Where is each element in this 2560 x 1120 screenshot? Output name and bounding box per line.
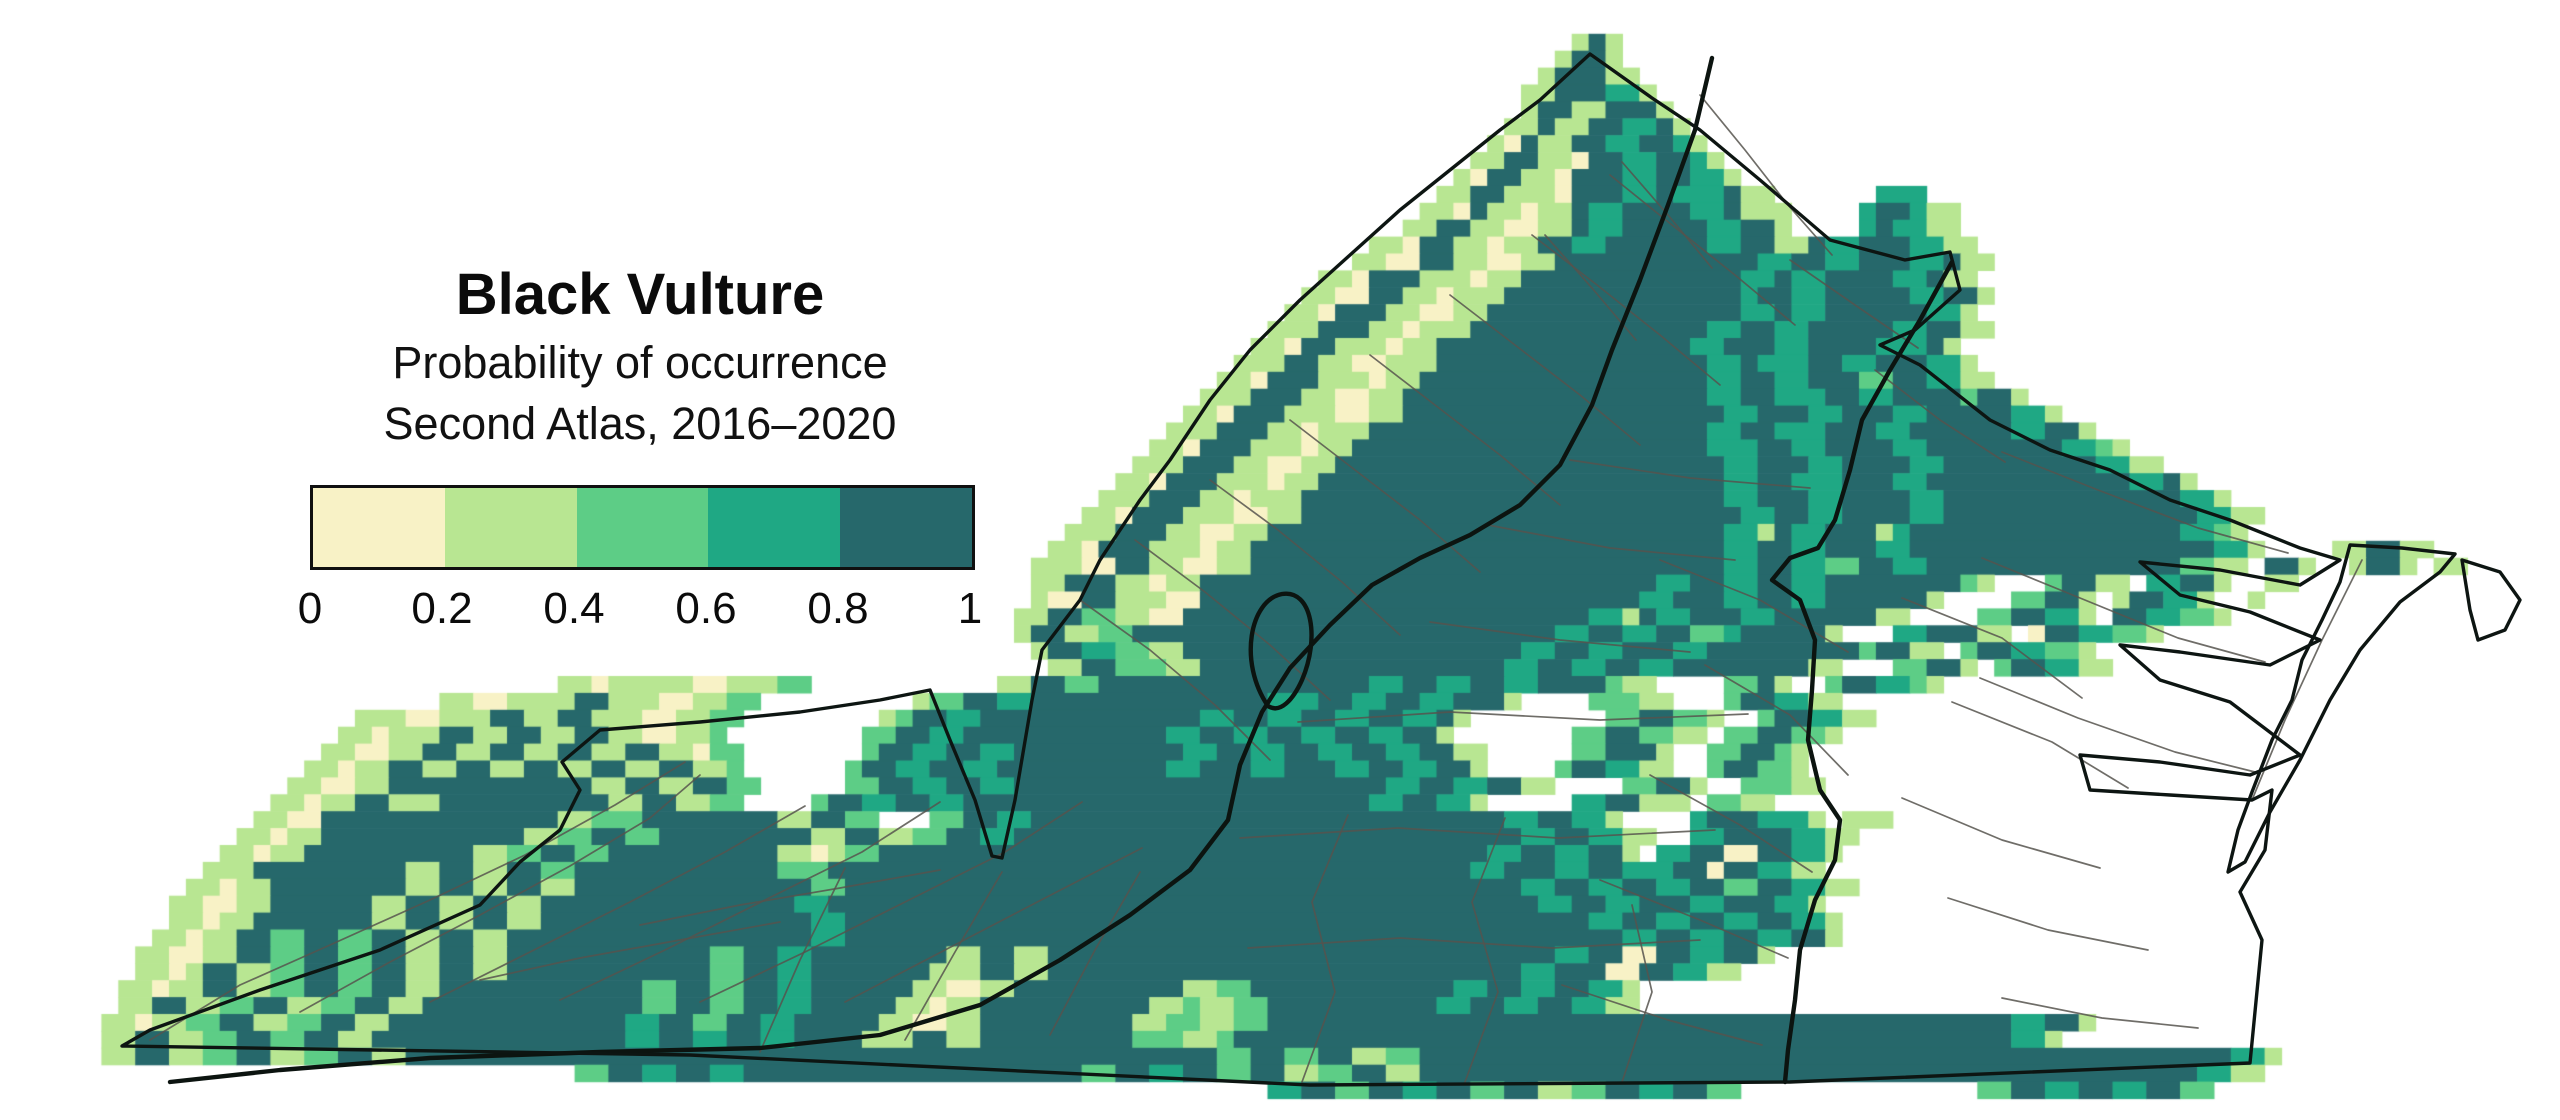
region-line bbox=[167, 55, 1715, 1085]
state-line bbox=[2460, 558, 2522, 642]
county-line bbox=[1209, 479, 1401, 636]
county-line bbox=[1979, 677, 2256, 773]
county-line bbox=[149, 761, 686, 1041]
county-line bbox=[1901, 797, 2101, 869]
county-line bbox=[1621, 904, 1653, 1083]
county-line bbox=[1561, 984, 1763, 1046]
tick-label: 0.6 bbox=[675, 584, 737, 634]
county-line bbox=[699, 801, 1083, 1003]
county-line bbox=[1789, 259, 1919, 349]
county-line bbox=[1981, 557, 2266, 663]
region-line bbox=[1769, 259, 1955, 1085]
county-line bbox=[1901, 597, 2083, 699]
county-line bbox=[1464, 817, 1506, 1083]
county-line bbox=[299, 774, 701, 1013]
tick-label: 0.4 bbox=[543, 584, 605, 634]
county-line bbox=[1079, 599, 1271, 761]
state-line bbox=[120, 52, 2342, 1087]
county-line bbox=[1301, 814, 1349, 1083]
county-line bbox=[1049, 871, 1141, 1036]
county-line bbox=[1704, 664, 1849, 776]
county-line bbox=[1369, 354, 1561, 506]
county-line bbox=[1649, 774, 1813, 873]
colorbar-segment bbox=[313, 488, 445, 568]
tick-label: 1 bbox=[957, 584, 983, 634]
species-title: Black Vulture bbox=[455, 262, 825, 327]
county-line bbox=[2001, 451, 2289, 554]
map-legend: Black Vulture Probability of occurrence … bbox=[298, 262, 982, 634]
legend-subtitle: Probability of occurrence bbox=[392, 336, 888, 388]
county-line bbox=[1699, 94, 1833, 256]
tick-label: 0.2 bbox=[411, 584, 473, 634]
county-line bbox=[1239, 827, 1716, 839]
county-line bbox=[1429, 621, 1691, 653]
county-line bbox=[1659, 559, 1849, 653]
county-line bbox=[559, 801, 941, 1001]
county-line bbox=[1134, 539, 1331, 701]
county-line bbox=[1874, 369, 2006, 463]
county-line bbox=[429, 805, 806, 1003]
county-line bbox=[2251, 559, 2363, 801]
county-line bbox=[1289, 419, 1481, 573]
state-line bbox=[2226, 543, 2457, 874]
county-line bbox=[1621, 161, 1713, 269]
county-line bbox=[639, 869, 941, 926]
legend-edition: Second Atlas, 2016–2020 bbox=[383, 397, 897, 449]
tick-label: 0 bbox=[297, 584, 323, 634]
county-line bbox=[479, 921, 781, 981]
county-boundaries bbox=[149, 94, 2363, 1083]
county-line bbox=[1449, 294, 1641, 446]
county-line bbox=[1951, 701, 2129, 789]
county-line bbox=[1609, 174, 1796, 326]
colorbar-segment bbox=[576, 488, 709, 568]
county-line bbox=[1599, 879, 1789, 959]
county-line bbox=[1297, 711, 1749, 723]
legend-tick-labels: 0 0.2 0.4 0.6 0.8 1 bbox=[298, 584, 982, 634]
county-line bbox=[1569, 459, 1811, 489]
county-line bbox=[1487, 524, 1736, 561]
county-line bbox=[2001, 997, 2199, 1029]
tick-label: 0.8 bbox=[807, 584, 869, 634]
region-line bbox=[1248, 591, 1314, 711]
colorbar-segment bbox=[708, 488, 841, 568]
county-line bbox=[1947, 897, 2149, 951]
legend-colorbar bbox=[310, 485, 975, 571]
county-line bbox=[844, 847, 1143, 1003]
region-boundaries bbox=[167, 55, 1955, 1085]
county-line bbox=[904, 871, 1003, 1041]
county-line bbox=[759, 867, 846, 1053]
county-line bbox=[1247, 937, 1701, 949]
colorbar-segment bbox=[444, 488, 577, 568]
state-outline bbox=[120, 52, 2522, 1087]
colorbar-segment bbox=[840, 488, 972, 568]
